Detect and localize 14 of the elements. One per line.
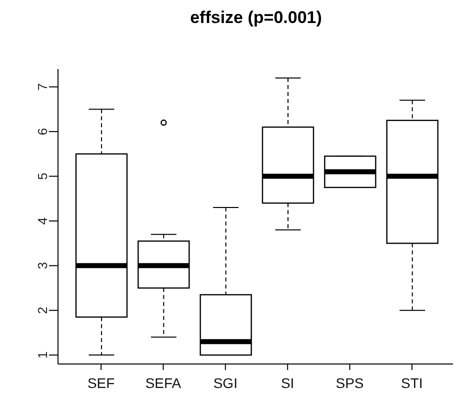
y-tick-label: 3 <box>35 262 50 270</box>
x-tick-label: STI <box>401 374 423 391</box>
y-tick-label: 5 <box>35 172 50 180</box>
y-tick-label: 2 <box>35 306 50 314</box>
x-tick-label: SI <box>280 374 294 391</box>
y-tick-label: 6 <box>35 128 50 136</box>
x-tick-label: SEF <box>87 374 115 391</box>
chart-title: effsize (p=0.001) <box>189 8 323 28</box>
y-tick-label: 7 <box>35 83 50 90</box>
x-tick-label: SGI <box>213 374 238 391</box>
x-tick-label: SEFA <box>145 374 182 391</box>
y-tick-label: 4 <box>35 217 50 225</box>
x-tick-label: SPS <box>336 374 364 391</box>
y-tick-label: 1 <box>35 351 50 359</box>
